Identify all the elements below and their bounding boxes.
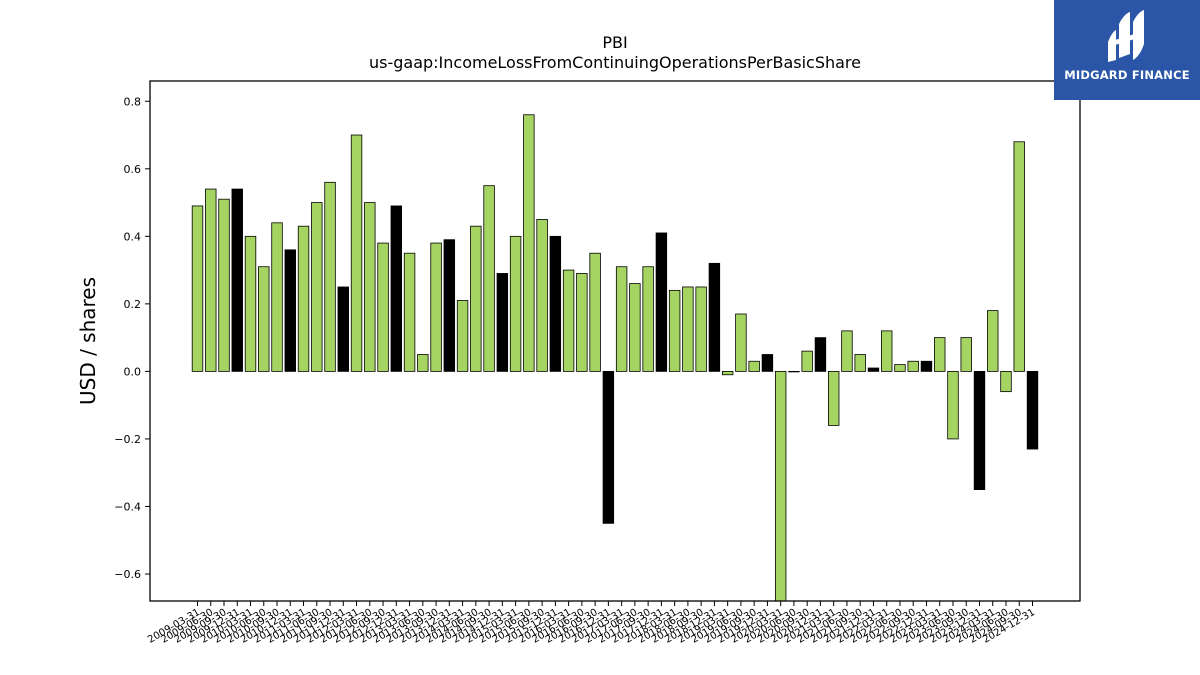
bar [509,235,522,372]
bar [668,289,681,372]
bar [297,225,310,372]
bar [615,266,628,372]
bar [470,225,482,372]
bar [364,202,376,372]
bar-series [191,114,1039,602]
bar [390,205,403,372]
y-axis: −0.6 −0.4 −0.2 0.0 0.2 0.4 0.6 0.8 [114,95,150,581]
bar [443,239,456,372]
y-tick-label: 0.4 [124,230,142,243]
bar [324,181,336,372]
x-axis: 2009-03-312009-06-302009-09-302009-12-31… [146,601,1037,646]
bar [973,370,986,490]
bar [549,235,562,372]
bar [761,354,774,372]
bar [748,360,760,372]
bar [191,205,204,372]
y-tick-label: 0.0 [124,365,142,378]
bar [218,198,230,372]
bar [1000,370,1012,393]
bar [205,188,217,372]
bar [483,185,495,372]
bar [417,354,429,372]
bar [523,114,535,372]
bar [496,273,509,372]
bar [894,364,906,372]
bar [708,262,721,372]
bar [934,337,946,372]
bar [642,266,654,372]
bar [695,286,707,372]
bar [721,370,734,376]
bar [536,219,548,372]
brand-logo: MIDGARD FINANCE [1054,0,1200,100]
bar [337,286,349,372]
bar [854,354,866,372]
bar [576,273,588,372]
y-tick-label: 0.2 [124,298,142,311]
chart-title: PBI [602,33,627,52]
bar [258,266,270,372]
bar [788,370,800,373]
bar [920,360,933,372]
y-tick-label: 0.6 [124,163,142,176]
bar [867,367,880,372]
brand-name: MIDGARD FINANCE [1064,68,1190,82]
bar [801,350,813,372]
bar [960,337,972,372]
y-tick-label: −0.6 [114,568,141,581]
bar [377,242,389,372]
bar [907,360,919,372]
bar [350,134,363,372]
bar [841,330,853,372]
midgard-logo-mark-icon [1108,10,1144,62]
chart-subtitle: us-gaap:IncomeLossFromContinuingOperatio… [369,53,861,72]
bar [562,269,575,372]
bar [311,202,323,372]
bar [682,286,694,372]
bar [827,370,840,426]
bar [814,337,827,372]
y-axis-label: USD / shares [76,277,100,405]
bar [244,235,257,372]
bar [735,313,747,372]
bar [1026,370,1039,450]
y-tick-label: −0.4 [114,500,141,513]
bar [456,300,469,372]
bar [947,370,959,440]
y-tick-label: −0.2 [114,433,141,446]
bar [987,310,999,372]
bar [1013,141,1025,372]
bar [655,232,668,372]
bar [403,252,416,372]
bar [284,249,296,372]
plot-frame [149,80,1081,602]
y-tick-label: 0.8 [124,95,142,108]
bar [271,222,283,372]
bar [430,242,442,372]
bar [629,283,641,372]
bar [589,252,601,372]
bar [602,370,615,524]
bar [231,188,243,372]
bar [774,370,787,602]
bar [881,330,893,372]
